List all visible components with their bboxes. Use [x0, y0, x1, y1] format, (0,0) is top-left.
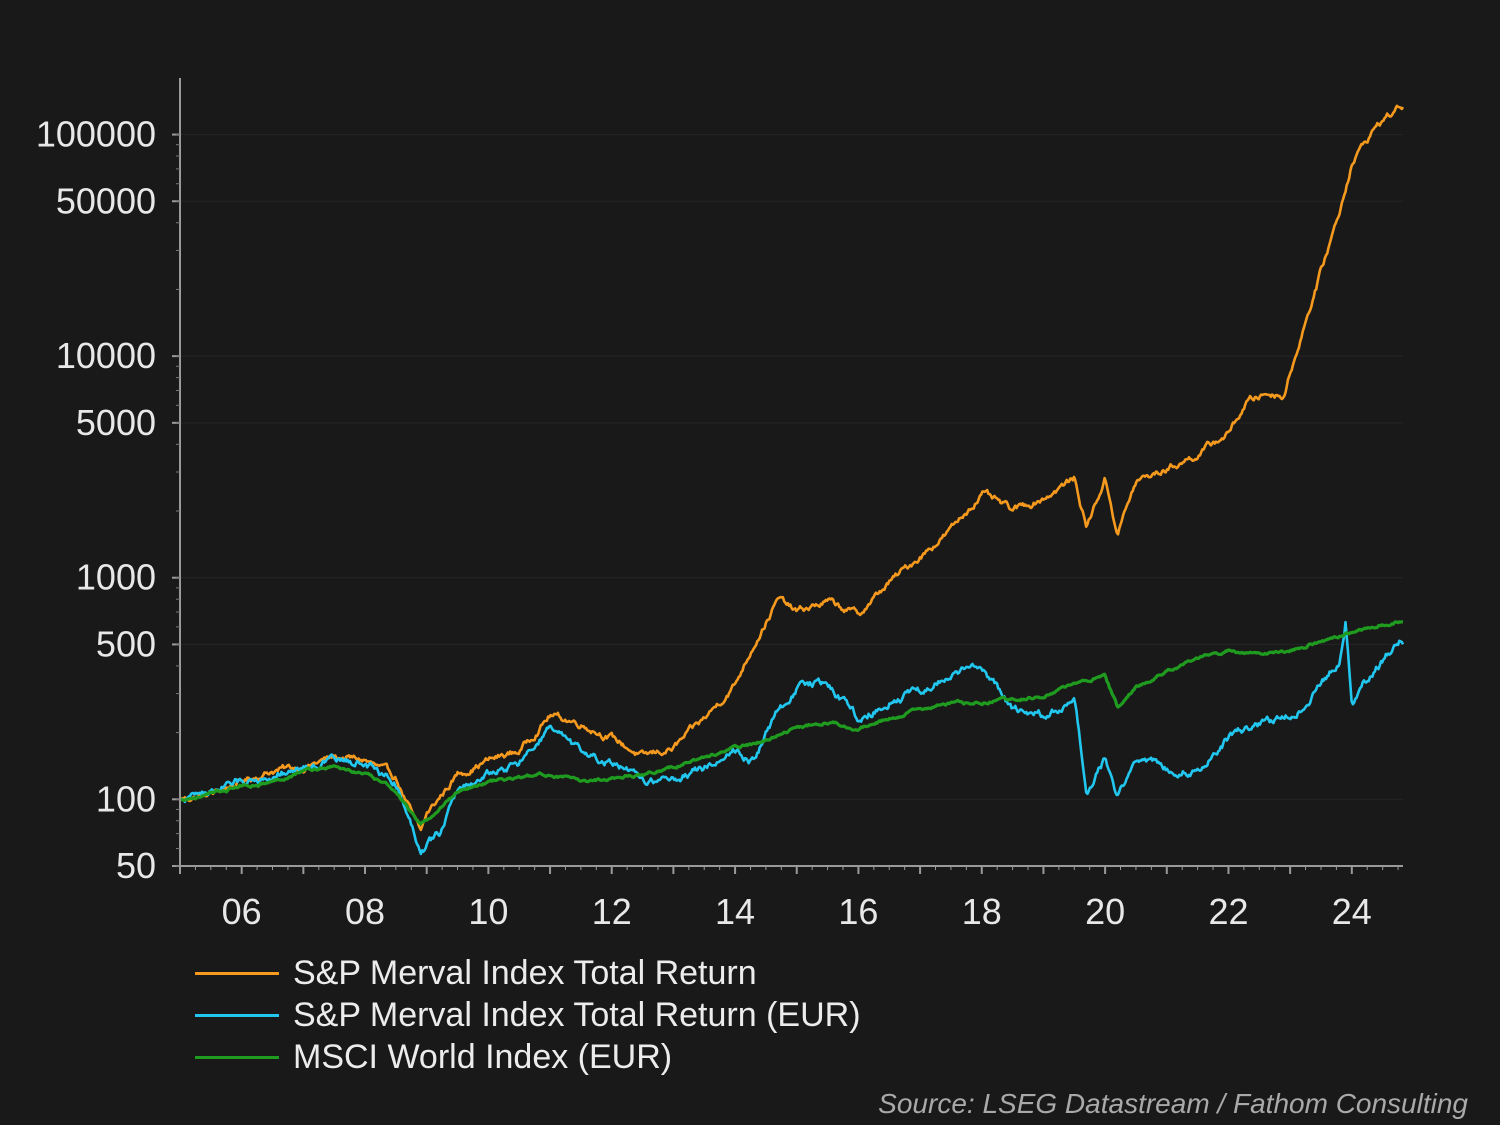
x-tick-label: 12: [592, 891, 632, 932]
y-tick-label: 100000: [36, 114, 156, 155]
legend-swatch-msci: [195, 1055, 279, 1059]
source-note: Source: LSEG Datastream / Fathom Consult…: [878, 1088, 1468, 1119]
y-tick-label: 500: [96, 623, 156, 664]
legend-label-merval: S&P Merval Index Total Return: [293, 953, 757, 992]
legend-swatch-merval: [195, 971, 279, 975]
series-lines: [178, 104, 1405, 856]
tick-labels: 50 100 500 1000 5000 10000 50000 100000 06 08 10 12…: [36, 114, 1372, 932]
x-tick-label: 14: [715, 891, 755, 932]
legend-swatch-merval-eur: [195, 1013, 279, 1017]
y-tick-label: 5000: [76, 402, 156, 443]
legend-item-msci: MSCI World Index (EUR): [195, 1036, 861, 1078]
y-tick-label: 50000: [56, 180, 156, 221]
legend-label-msci: MSCI World Index (EUR): [293, 1037, 673, 1076]
series-line-1: [178, 620, 1405, 856]
y-tick-label: 100: [96, 778, 156, 819]
x-tick-label: 24: [1332, 891, 1372, 932]
x-tick-label: 20: [1085, 891, 1125, 932]
grid-lines: [180, 134, 1403, 800]
x-tick-label: 22: [1208, 891, 1248, 932]
series-line-2: [179, 620, 1404, 826]
legend-label-merval-eur: S&P Merval Index Total Return (EUR): [293, 995, 861, 1034]
x-tick-label: 16: [838, 891, 878, 932]
legend-item-merval-eur: S&P Merval Index Total Return (EUR): [195, 994, 861, 1036]
legend: S&P Merval Index Total Return S&P Merval…: [195, 952, 861, 1078]
x-tick-label: 18: [962, 891, 1002, 932]
x-tick-label: 08: [345, 891, 385, 932]
series-line-0: [179, 104, 1405, 832]
y-tick-label: 1000: [76, 557, 156, 598]
x-tick-label: 10: [468, 891, 508, 932]
legend-item-merval: S&P Merval Index Total Return: [195, 952, 861, 994]
y-tick-label: 50: [116, 845, 156, 886]
y-tick-label: 10000: [56, 335, 156, 376]
tick-marks: [172, 133, 1399, 874]
x-tick-label: 06: [222, 891, 262, 932]
